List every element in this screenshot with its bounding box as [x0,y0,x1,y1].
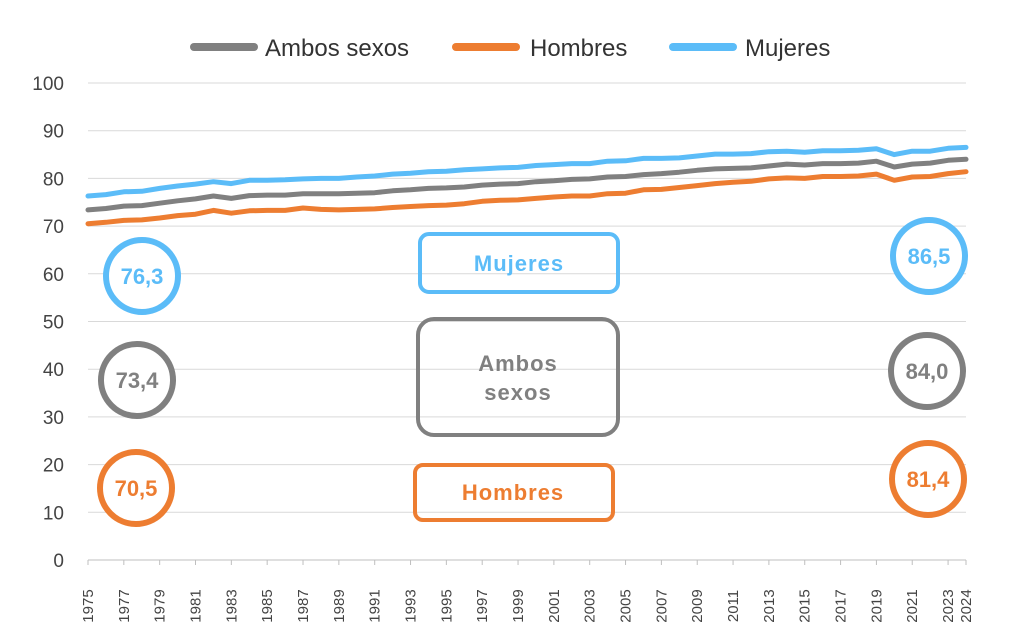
y-tick-label: 60 [43,265,64,286]
x-tick-label: 2009 [689,589,706,622]
x-tick-label: 1995 [438,589,455,622]
label-box-ambos-sexos: Ambos sexos [416,317,620,437]
x-tick-label: 2011 [725,590,742,622]
x-tick-label: 2017 [833,589,850,622]
gridlines [88,82,966,561]
legend-label: Mujeres [745,35,830,62]
legend: Ambos sexos Hombres Mujeres [190,35,830,62]
circle-label-mujeres-2024-text: 86,5 [908,244,951,269]
y-tick-label: 10 [43,503,64,524]
circle-label-mujeres-2024: 86,5 [890,217,968,295]
x-tick-label: 2021 [904,589,921,622]
y-tick-label: 50 [43,313,64,334]
circle-label-mujeres-1975-text: 76,3 [121,264,164,289]
series-lines [85,144,969,227]
label-box-mujeres: Mujeres [418,232,620,294]
label-box-ambos-text-line1: Ambos [478,351,558,376]
x-tick-label: 2015 [797,589,814,622]
label-box-hombres: Hombres [413,463,615,522]
circle-label-ambos-1975: 73,4 [98,341,176,419]
x-tick-label: 1981 [188,589,205,622]
x-tick-label: 1975 [80,589,97,622]
x-tick-label: 2013 [761,589,778,622]
x-tick-label: 1979 [152,589,169,622]
circle-label-ambos-2024-text: 84,0 [906,359,949,384]
y-tick-label: 100 [32,74,64,95]
y-tick-label: 0 [53,551,64,572]
x-tick-label: 1983 [223,589,240,622]
y-tick-label: 90 [43,122,64,143]
x-tick-label: 2024 [958,589,975,622]
label-box-mujeres-text: Mujeres [474,251,564,276]
x-axis: 1975 1977 1979 1981 1983 1985 1987 1989 1991 1993… [80,560,975,623]
x-tick-label: 2019 [868,589,885,622]
circle-label-ambos-2024: 84,0 [888,332,966,410]
x-tick-label: 1985 [259,589,276,622]
y-axis: 0 10 20 30 40 50 60 70 80 90 100 [32,74,64,572]
y-tick-label: 80 [43,169,64,190]
circle-label-ambos-1975-text: 73,4 [116,368,160,393]
x-tick-label: 1977 [116,589,133,622]
x-tick-label: 1993 [403,589,420,622]
circle-label-hombres-2024: 81,4 [889,440,967,518]
circle-label-hombres-1975-text: 70,5 [115,476,158,501]
x-tick-label: 2003 [582,589,599,622]
y-tick-label: 20 [43,456,64,477]
series-line-hombres [85,169,969,227]
label-box-ambos-text-line2: sexos [484,380,551,405]
x-tick-label: 2005 [618,589,635,622]
legend-label: Ambos sexos [265,35,409,62]
x-tick-label: 2007 [653,589,670,622]
x-tick-label: 1989 [331,589,348,622]
y-tick-label: 70 [43,217,64,238]
circle-label-mujeres-1975: 76,3 [103,237,181,315]
circle-label-hombres-1975: 70,5 [97,449,175,527]
y-tick-label: 40 [43,360,64,381]
series-line-mujeres [85,144,969,199]
x-tick-label: 1997 [474,589,491,622]
series-line-ambos-sexos [85,156,969,213]
legend-label: Hombres [530,35,627,62]
x-tick-label: 1987 [295,589,312,622]
x-tick-label: 2023 [940,589,957,622]
x-tick-label: 2001 [546,589,563,622]
y-tick-label: 30 [43,408,64,429]
x-tick-label: 1999 [510,589,527,622]
label-box-hombres-text: Hombres [462,480,564,505]
circle-label-hombres-2024-text: 81,4 [907,467,951,492]
x-tick-label: 1991 [367,589,384,622]
